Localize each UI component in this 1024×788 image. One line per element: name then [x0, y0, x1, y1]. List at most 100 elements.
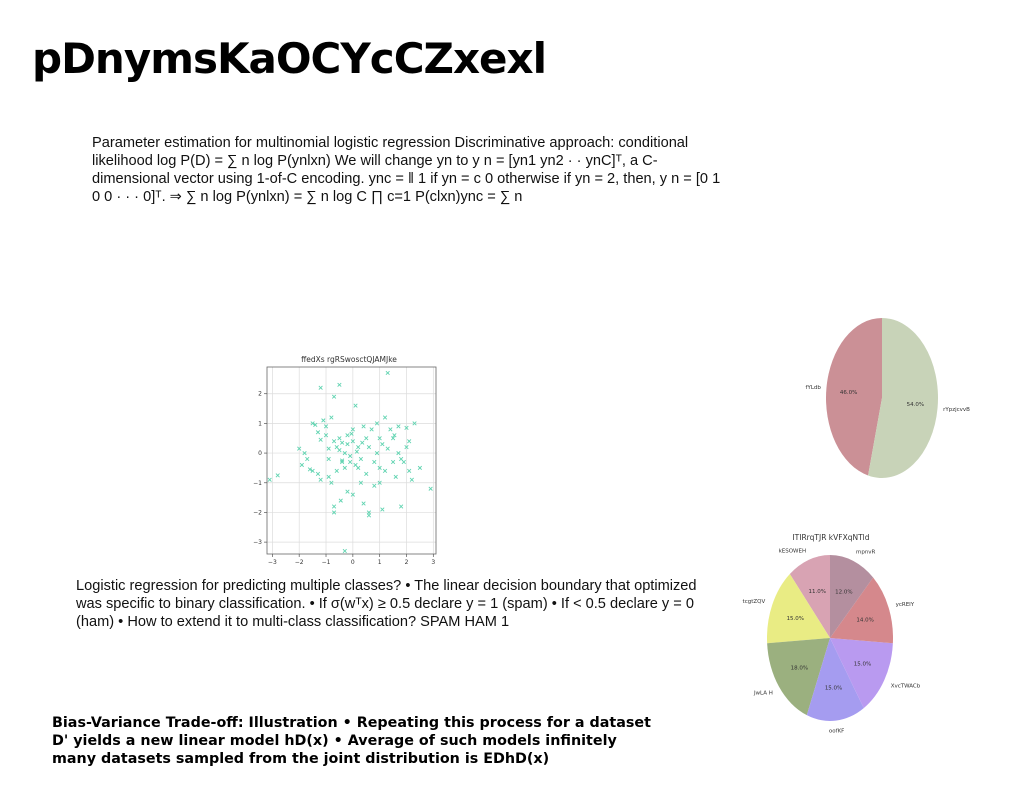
- pie2-pct-label: 15.0%: [825, 686, 842, 692]
- scatter-point-stroke: [361, 424, 366, 429]
- scatter-point-stroke: [302, 450, 307, 456]
- pie1-pct-label: 46.0%: [840, 390, 857, 396]
- scatter-point-stroke: [374, 421, 380, 426]
- scatter-point: [315, 430, 321, 435]
- pie2-slice-label: XvcTWACb: [891, 683, 921, 689]
- scatter-point-stroke: [310, 421, 315, 426]
- scatter-point: [338, 498, 343, 503]
- scatter-point: [307, 467, 313, 472]
- scatter-point-stroke: [315, 471, 321, 476]
- scatter-point: [350, 492, 355, 497]
- scatter-point: [329, 415, 334, 420]
- scatter-point: [318, 477, 323, 482]
- scatter-point-stroke: [407, 439, 412, 444]
- scatter-point: [372, 459, 377, 465]
- scatter-point-stroke: [369, 427, 374, 432]
- scatter-point-stroke: [428, 486, 433, 491]
- scatter-point-stroke: [412, 421, 417, 426]
- scatter-point: [377, 465, 382, 471]
- scatter-point: [342, 465, 347, 471]
- scatter-xtick-label: 0: [351, 559, 355, 564]
- scatter-point-stroke: [331, 504, 337, 509]
- scatter-point: [310, 468, 315, 474]
- scatter-point: [356, 465, 361, 471]
- scatter-point-stroke: [356, 465, 361, 471]
- pie2-slice-label: mpnvR: [856, 550, 876, 556]
- scatter-point-stroke: [385, 446, 390, 451]
- scatter-chart: ffedXs rgRSwosctQJAMJke −3 −2 −1 0 1 2 3 −3 −2 −1…: [253, 355, 437, 564]
- scatter-point-stroke: [297, 446, 302, 451]
- pie2-slice-label: kESOWEH: [779, 549, 807, 555]
- scatter-point: [361, 501, 366, 506]
- scatter-point-stroke: [396, 450, 401, 456]
- scatter-point-stroke: [380, 442, 385, 447]
- scatter-xtick-label: −1: [322, 559, 331, 564]
- scatter-point-stroke: [349, 431, 354, 436]
- pie2-slice-label: tcgtZQV: [743, 599, 766, 605]
- scatter-point: [339, 459, 345, 465]
- scatter-point-stroke: [350, 439, 355, 444]
- scatter-point-stroke: [388, 427, 393, 432]
- scatter-point-stroke: [342, 548, 347, 554]
- scatter-point-stroke: [318, 437, 323, 442]
- scatter-grid: [267, 367, 436, 554]
- scatter-point-stroke: [307, 467, 313, 472]
- scatter-point-stroke: [331, 394, 337, 399]
- scatter-point: [342, 548, 347, 554]
- scatter-point-stroke: [334, 468, 339, 474]
- scatter-ytick-label: −1: [253, 480, 262, 487]
- scatter-point-stroke: [377, 436, 382, 441]
- scatter-point: [299, 462, 304, 468]
- scatter-point-stroke: [399, 504, 404, 509]
- scatter-point: [345, 433, 350, 438]
- scatter-point: [404, 445, 409, 450]
- scatter-point: [349, 431, 354, 436]
- scatter-point: [345, 442, 350, 447]
- scatter-point: [407, 468, 412, 474]
- scatter-point: [372, 483, 377, 488]
- scatter-xtick-label: 1: [378, 559, 382, 564]
- scatter-point-stroke: [354, 449, 359, 454]
- scatter-ytick-label: 0: [258, 450, 262, 457]
- scatter-point-stroke: [390, 459, 396, 465]
- scatter-point: [339, 440, 345, 445]
- scatter-point: [348, 459, 353, 465]
- scatter-point-stroke: [401, 459, 406, 465]
- pie2-slice-label: ycREIY: [896, 602, 915, 608]
- scatter-point: [412, 421, 417, 426]
- scatter-point: [331, 394, 337, 399]
- scatter-points: [267, 370, 433, 554]
- scatter-point-stroke: [382, 468, 388, 474]
- scatter-point-stroke: [323, 433, 329, 438]
- scatter-point-stroke: [339, 440, 345, 445]
- scatter-point-stroke: [353, 462, 358, 468]
- scatter-point-stroke: [382, 415, 388, 420]
- scatter-point: [407, 439, 412, 444]
- scatter-ticks: −3 −2 −1 0 1 2 3 −3 −2 −1 0 1 2: [253, 391, 435, 564]
- scatter-point: [353, 403, 358, 408]
- pie2-slice-label: JwLA H: [753, 691, 773, 697]
- pie2-pct-label: 15.0%: [787, 616, 804, 622]
- scatter-point: [358, 456, 364, 462]
- pie2-pct-label: 12.0%: [835, 590, 852, 596]
- scatter-xtick-label: −3: [268, 559, 277, 564]
- scatter-point-stroke: [331, 439, 337, 444]
- scatter-point: [369, 427, 374, 432]
- scatter-point-stroke: [377, 480, 382, 485]
- scatter-point-stroke: [393, 474, 398, 479]
- scatter-point: [318, 385, 323, 390]
- scatter-point-stroke: [342, 465, 347, 471]
- scatter-point: [326, 446, 331, 451]
- scatter-point-stroke: [417, 465, 423, 471]
- scatter-point-stroke: [338, 498, 343, 503]
- scatter-point-stroke: [356, 445, 361, 450]
- scatter-point: [396, 450, 401, 456]
- scatter-point: [321, 418, 326, 423]
- scatter-point-stroke: [313, 422, 318, 427]
- pie-chart-2: ITIRrqTJR kVFXqNTld 11.0% kESOWEH 15.0% tcg…: [743, 533, 921, 735]
- scatter-point-stroke: [366, 513, 372, 518]
- scatter-point-stroke: [348, 453, 353, 459]
- scatter-point: [393, 474, 398, 479]
- estimation-paragraph: Parameter estimation for multinomial log…: [92, 135, 721, 205]
- scatter-point: [382, 468, 388, 474]
